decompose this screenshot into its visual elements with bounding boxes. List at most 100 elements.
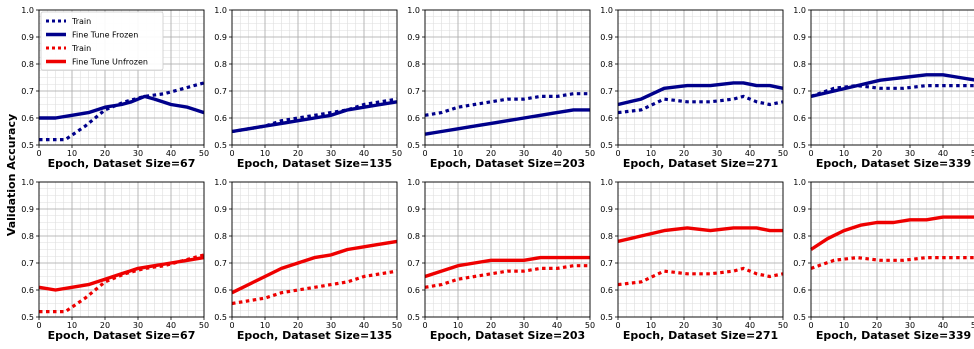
series-line-fine-tune [617, 226, 783, 244]
x-tick-label: 10 [453, 321, 463, 330]
y-tick-label: 0.6 [21, 114, 34, 123]
y-tick-label: 0.9 [214, 33, 227, 42]
series-line-fine-tune [38, 255, 205, 292]
subplot-10: 0 10 20 30 40 50 0.5 0.6 0.7 0.8 0.9 1.0 Epoch, Data… [793, 178, 974, 342]
x-tick-label: 0 [36, 321, 41, 330]
x-tick-label: 20 [293, 149, 303, 158]
legend: Train Fine Tune Frozen Train Fine Tune Unfr… [40, 11, 164, 71]
series-line-train [231, 97, 398, 134]
y-tick-label: 0.5 [214, 313, 227, 322]
series-line-fine-tune [810, 73, 974, 99]
x-tick-label: 40 [166, 149, 176, 158]
y-tick-label: 0.8 [21, 60, 34, 69]
series-line-train [810, 256, 974, 270]
x-tick-label: 50 [392, 149, 402, 158]
y-tick-label: 0.8 [793, 60, 806, 69]
y-tick-label: 1.0 [214, 6, 227, 15]
x-tick-label: 10 [260, 321, 270, 330]
series-line-train [231, 269, 398, 306]
x-tick-label: 50 [199, 149, 209, 158]
x-tick-label: 0 [422, 321, 427, 330]
y-tick-label: 0.5 [793, 141, 806, 150]
x-tick-label: 40 [359, 321, 369, 330]
y-tick-label: 0.7 [600, 87, 613, 96]
x-tick-label: 30 [712, 321, 722, 330]
y-tick-label: 0.7 [407, 259, 420, 268]
y-tick-label: 0.8 [21, 232, 34, 241]
y-tick-label: 0.9 [793, 205, 806, 214]
y-tick-label: 0.7 [793, 259, 806, 268]
x-axis-label: Epoch, Dataset Size=135 [237, 329, 392, 342]
y-tick-label: 0.5 [600, 313, 613, 322]
plot-frame [424, 9, 591, 146]
x-tick-label: 0 [808, 149, 813, 158]
x-tick-label: 20 [293, 321, 303, 330]
series-line-fine-tune [231, 100, 398, 134]
plot-frame [38, 181, 205, 318]
y-tick-label: 0.9 [407, 205, 420, 214]
y-tick-label: 0.5 [407, 313, 420, 322]
x-tick-label: 40 [166, 321, 176, 330]
x-tick-label: 10 [67, 149, 77, 158]
x-tick-label: 0 [615, 149, 620, 158]
series-line-fine-tune [39, 94, 205, 120]
x-tick-label: 40 [359, 149, 369, 158]
y-tick-label: 0.8 [214, 232, 227, 241]
y-tick-label: 0.7 [793, 87, 806, 96]
x-tick-label: 50 [971, 321, 974, 330]
plot-frame [617, 9, 784, 146]
y-tick-label: 0.5 [793, 313, 806, 322]
x-tick-label: 50 [392, 321, 402, 330]
plot-frame [231, 181, 398, 318]
x-tick-label: 30 [905, 149, 915, 158]
x-tick-label: 40 [938, 149, 948, 158]
grid-minor [617, 9, 784, 146]
y-tick-label: 0.8 [214, 60, 227, 69]
y-tick-label: 0.5 [600, 141, 613, 150]
x-axis-label: Epoch, Dataset Size=135 [237, 157, 392, 170]
x-tick-label: 30 [326, 149, 336, 158]
series-line-train [617, 266, 784, 287]
y-tick-label: 0.8 [407, 60, 420, 69]
grid-minor [231, 181, 398, 318]
x-axis-label: Epoch, Dataset Size=67 [48, 157, 196, 170]
series-line-fine-tune [424, 108, 590, 136]
x-axis-label: Epoch, Dataset Size=339 [816, 157, 971, 170]
x-tick-label: 10 [260, 149, 270, 158]
x-tick-label: 20 [100, 321, 110, 330]
y-tick-label: 0.5 [214, 141, 227, 150]
plot-frame [424, 181, 591, 318]
y-tick-label: 0.5 [407, 141, 420, 150]
y-tick-label: 0.9 [600, 33, 613, 42]
series-line-fine-tune [810, 215, 974, 251]
plot-frame [38, 9, 205, 146]
y-tick-label: 1.0 [407, 178, 420, 187]
x-tick-label: 10 [453, 149, 463, 158]
y-tick-label: 0.6 [793, 286, 806, 295]
x-tick-label: 50 [585, 149, 595, 158]
x-tick-label: 20 [872, 149, 882, 158]
y-tick-label: 0.6 [21, 286, 34, 295]
y-tick-label: 0.7 [21, 259, 34, 268]
x-tick-label: 0 [615, 321, 620, 330]
y-tick-label: 1.0 [214, 178, 227, 187]
y-tick-label: 0.6 [407, 286, 420, 295]
y-tick-label: 0.6 [600, 286, 613, 295]
grid-minor [231, 9, 398, 146]
x-tick-label: 0 [229, 149, 234, 158]
legend-label: Train [71, 17, 91, 26]
series-line-fine-tune [231, 239, 398, 295]
y-tick-label: 1.0 [793, 6, 806, 15]
y-tick-label: 0.9 [600, 205, 613, 214]
y-tick-label: 0.5 [21, 313, 34, 322]
plot-frame [617, 181, 784, 318]
x-tick-label: 10 [646, 321, 656, 330]
y-tick-label: 0.6 [407, 114, 420, 123]
x-tick-label: 30 [326, 321, 336, 330]
y-tick-label: 1.0 [600, 178, 613, 187]
y-tick-label: 1.0 [407, 6, 420, 15]
y-tick-label: 1.0 [21, 178, 34, 187]
legend-label: Train [71, 44, 91, 53]
x-axis-label: Epoch, Dataset Size=271 [623, 329, 778, 342]
